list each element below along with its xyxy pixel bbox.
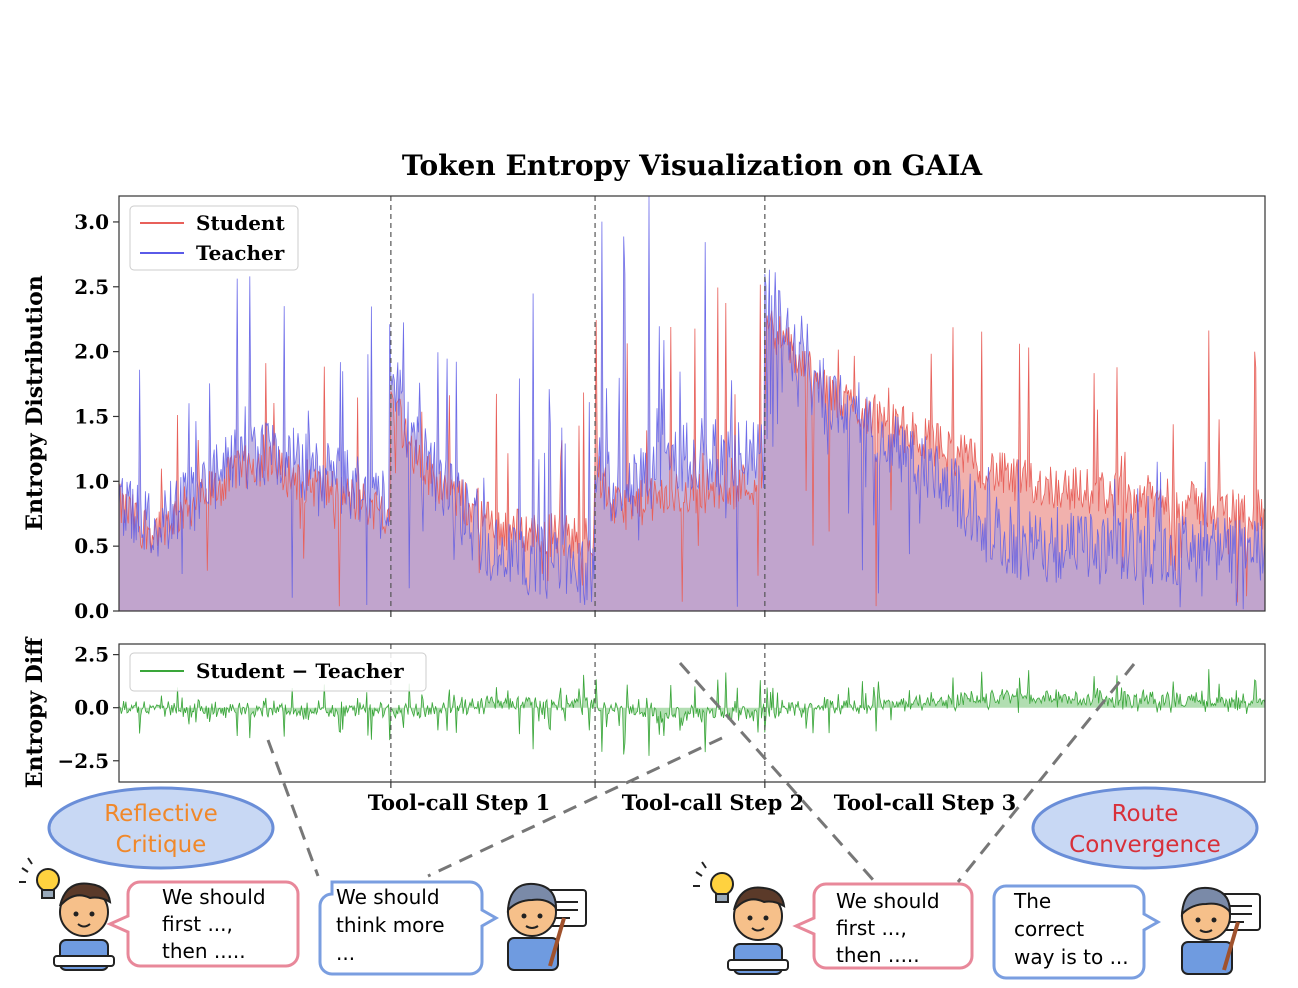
- bottom-legend: Student − Teacher: [129, 652, 427, 692]
- top-ylabel: Entropy Distribution: [22, 275, 48, 531]
- callout-lines: [266, 662, 1136, 883]
- teacher-avatar-2: [1180, 886, 1261, 975]
- teacher-avatar-1: [506, 882, 587, 971]
- legend-teacher-label: Teacher: [196, 241, 285, 265]
- bottom-ytick-label: 2.5: [74, 643, 109, 667]
- bottom-ytick-label: 0.0: [74, 696, 109, 720]
- bubble1-line3: then .....: [162, 939, 246, 963]
- diff-line: [118, 669, 1266, 756]
- bubble3-line2: first ...,: [836, 916, 907, 940]
- callout-line-2: [427, 736, 723, 878]
- top-axes-frame: [118, 195, 1266, 612]
- bubble4-line3: way is to ...: [1014, 945, 1129, 969]
- callout-line-1: [266, 739, 320, 877]
- top-ytick-label: 2.0: [74, 340, 109, 364]
- top-ytick-label: 0.5: [74, 534, 109, 558]
- lightbulb-icon: [19, 857, 60, 899]
- top-panel: 0.0 0.5 1.0 1.5 2.0 2.5 3.0 Entropy Distributi…: [22, 195, 1266, 623]
- top-ytick-label: 2.5: [74, 275, 109, 299]
- bubble4-line2: correct: [1014, 917, 1084, 941]
- top-ytick-label: 0.0: [74, 599, 109, 623]
- step-label-3: Tool-call Step 3: [834, 790, 1016, 815]
- bubble3-line3: then .....: [836, 943, 920, 967]
- top-ytick-label: 3.0: [74, 210, 109, 234]
- legend-student-label: Student: [196, 211, 285, 235]
- ellipse-left-line2: Critique: [116, 832, 207, 858]
- top-ytick-label: 1.5: [74, 404, 109, 428]
- bubble1-line1: We should: [162, 885, 266, 909]
- bottom-y-ticks: −2.5 0.0 2.5: [57, 643, 119, 773]
- step-label-1: Tool-call Step 1: [368, 790, 550, 815]
- callout-line-3: [678, 662, 877, 883]
- route-convergence-ellipse: Route Convergence: [1031, 786, 1259, 870]
- teacher-line: [118, 196, 1266, 610]
- ellipse-right-line1: Route: [1112, 801, 1179, 827]
- bubble2-line2: think more: [336, 913, 445, 937]
- legend-diff-label: Student − Teacher: [196, 659, 404, 683]
- top-ytick-label: 1.0: [74, 469, 109, 493]
- bottom-panel: −2.5 0.0 2.5 Entropy Diff Student − Teache…: [22, 636, 1266, 815]
- ellipse-left-line1: Reflective: [104, 801, 218, 827]
- step-label-2: Tool-call Step 2: [622, 790, 804, 815]
- bottom-ytick-label: −2.5: [57, 749, 109, 773]
- bubble4-line1: The: [1013, 889, 1051, 913]
- bubble2-line3: ...: [336, 941, 355, 965]
- bubble-teacher-2: The correct way is to ...: [992, 884, 1162, 980]
- bottom-ylabel: Entropy Diff: [22, 636, 48, 788]
- bubble-student-2: We should first ..., then .....: [792, 882, 974, 970]
- student-line: [118, 284, 1266, 607]
- reflective-critique-ellipse: Reflective Critique: [47, 786, 275, 870]
- lightbulb-icon: [693, 861, 734, 903]
- ellipse-right-line2: Convergence: [1069, 832, 1221, 858]
- top-legend: Student Teacher: [129, 205, 299, 271]
- bubble3-line1: We should: [836, 889, 940, 913]
- student-avatar-2: [693, 861, 789, 975]
- bubble2-line1: We should: [336, 885, 440, 909]
- bubble-teacher-1: We should think more ...: [318, 880, 500, 976]
- top-plot-area: [118, 196, 1266, 617]
- bubble1-line2: first ...,: [162, 912, 233, 936]
- step-labels: Tool-call Step 1 Tool-call Step 2 Tool-c…: [368, 790, 1016, 815]
- teacher-area: [119, 196, 1265, 611]
- student-avatar-1: [19, 857, 115, 971]
- top-y-ticks: 0.0 0.5 1.0 1.5 2.0 2.5 3.0: [74, 210, 119, 623]
- callout-line-4: [956, 663, 1136, 883]
- bottom-axes-frame: [118, 643, 1266, 783]
- bubble-student-1: We should first ..., then .....: [106, 880, 300, 968]
- chart-title: Token Entropy Visualization on GAIA: [402, 149, 984, 182]
